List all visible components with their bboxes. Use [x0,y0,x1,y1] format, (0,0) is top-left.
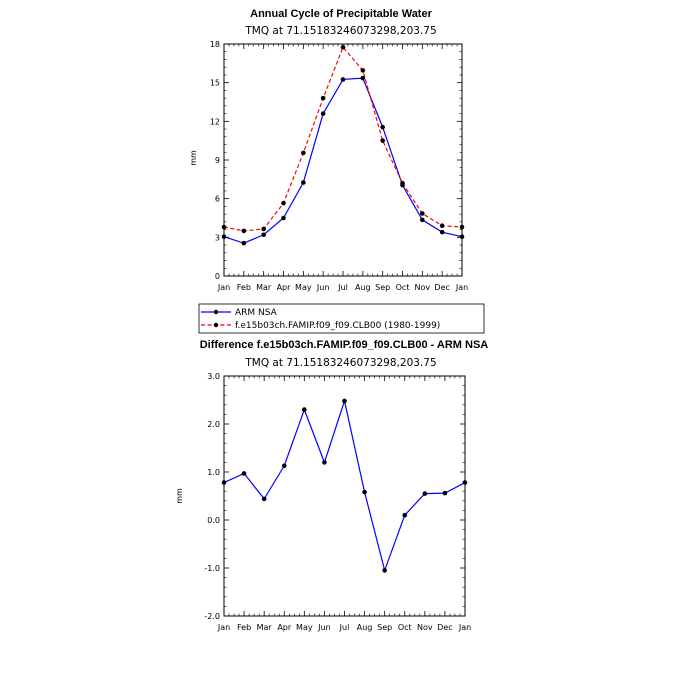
chart1-series-1-point [321,96,326,101]
chart2-xtick-label: Mar [257,623,273,632]
chart2-ytick-label: 3.0 [207,372,220,381]
chart1-series-1-point [400,181,405,186]
chart1-series-1-point [460,225,465,230]
chart1-xtick-label: Oct [396,283,410,292]
chart2-ytick-label: 2.0 [207,420,220,429]
chart2-xtick-label: Jan [217,623,230,632]
chart1-xtick-label: Sep [375,283,390,292]
chart1-xtick-label: Jun [316,283,330,292]
chart2-series-0-point [302,407,307,412]
chart2-xtick-label: Feb [237,623,251,632]
chart1-series-0-point [321,111,326,116]
chart1-title: Annual Cycle of Precipitable Water [250,8,432,20]
figure: Annual Cycle of Precipitable Water TMQ a… [0,0,675,675]
chart1-series-0-point [380,125,385,130]
chart2-series-0-point [463,480,468,485]
chart1-series-0-point [440,230,445,235]
chart1-series-1-point [380,138,385,143]
chart2-series-0-point [342,399,347,404]
chart2-subtitle: TMQ at 71.15183246073298,203.75 [244,357,436,369]
legend: ARM NSA f.e15b03ch.FAMIP.f09_f09.CLB00 (… [199,304,484,333]
chart1-xtick-label: Jan [455,283,468,292]
chart1-ytick-label: 12 [210,117,220,126]
chart2-xtick-label: Dec [437,623,452,632]
legend-marker-model [214,323,218,327]
chart1-series-0-point [222,234,227,239]
chart1-series-1-point [261,227,266,232]
chart1-ytick-label: 18 [210,40,220,49]
chart2-ytick-label: 0.0 [207,516,220,525]
chart2-ylabel: mm [175,488,184,504]
chart2-xtick-label: Jul [339,623,350,632]
chart1-series-1-point [420,211,425,216]
chart1-ytick-label: 9 [215,156,220,165]
chart1-xtick-label: May [295,283,312,292]
legend-label-arm: ARM NSA [235,308,278,318]
chart2-xtick-label: Apr [277,623,292,632]
chart2-series-0-point [402,513,407,518]
chart1-xtick-label: Nov [415,283,431,292]
chart1-series-0-point [341,77,346,82]
chart1-series-0-point [301,180,306,185]
chart2-xtick-label: Sep [377,623,392,632]
chart2-series-0-point [443,491,448,496]
chart2-ytick-label: -2.0 [204,612,220,621]
chart2-xtick-label: Nov [417,623,433,632]
chart2-series-0-point [242,471,247,476]
chart1-ytick-label: 15 [210,79,220,88]
chart1-series-0-point [242,241,247,246]
chart1-xtick-label: Dec [434,283,449,292]
chart1-xtick-label: Jan [217,283,230,292]
chart1-xtick-label: Apr [277,283,292,292]
chart1-series-0-point [460,234,465,239]
chart1-ytick-label: 0 [215,272,220,281]
chart1-series-1-point [301,151,306,156]
chart2-xtick-label: May [296,623,313,632]
chart1-ytick-label: 6 [215,195,220,204]
chart1-series-0-point [261,232,266,237]
chart1-xtick-label: Mar [256,283,272,292]
chart1-series-1-point [361,68,366,73]
chart1-series-0-point [420,218,425,223]
chart2-xtick-label: Aug [357,623,373,632]
chart2-ytick-label: -1.0 [204,564,220,573]
chart2-ytick-label: 1.0 [207,468,220,477]
chart1-xtick-label: Jul [337,283,348,292]
chart2-series-0-point [262,497,267,502]
chart1-ytick-label: 3 [215,233,220,242]
chart1-series-1-point [341,45,346,50]
chart2-series-0-point [282,463,287,468]
chart1-subtitle: TMQ at 71.15183246073298,203.75 [244,25,436,37]
chart2-xtick-label: Jun [317,623,331,632]
chart2-series-0-point [222,480,227,485]
legend-label-model: f.e15b03ch.FAMIP.f09_f09.CLB00 (1980-199… [235,321,440,331]
chart2-series-0-point [423,491,428,496]
chart1-series-1-point [242,229,247,234]
chart1-series-0-point [281,216,286,221]
chart2-xtick-label: Oct [398,623,412,632]
chart2-title: Difference f.e15b03ch.FAMIP.f09_f09.CLB0… [200,339,489,351]
chart1-series-1-point [222,225,227,230]
chart2-series-0-point [382,568,387,573]
chart1-xtick-label: Feb [237,283,251,292]
chart2-xtick-label: Jan [458,623,471,632]
chart2-series-0-point [322,460,327,465]
chart1-series-1-point [440,223,445,228]
chart1-series-0-point [361,76,366,81]
chart1-xtick-label: Aug [355,283,371,292]
chart1-series-1-point [281,201,286,206]
chart1-ylabel: mm [189,150,198,166]
legend-marker-arm [214,310,218,314]
chart2-series-0-point [362,490,367,495]
